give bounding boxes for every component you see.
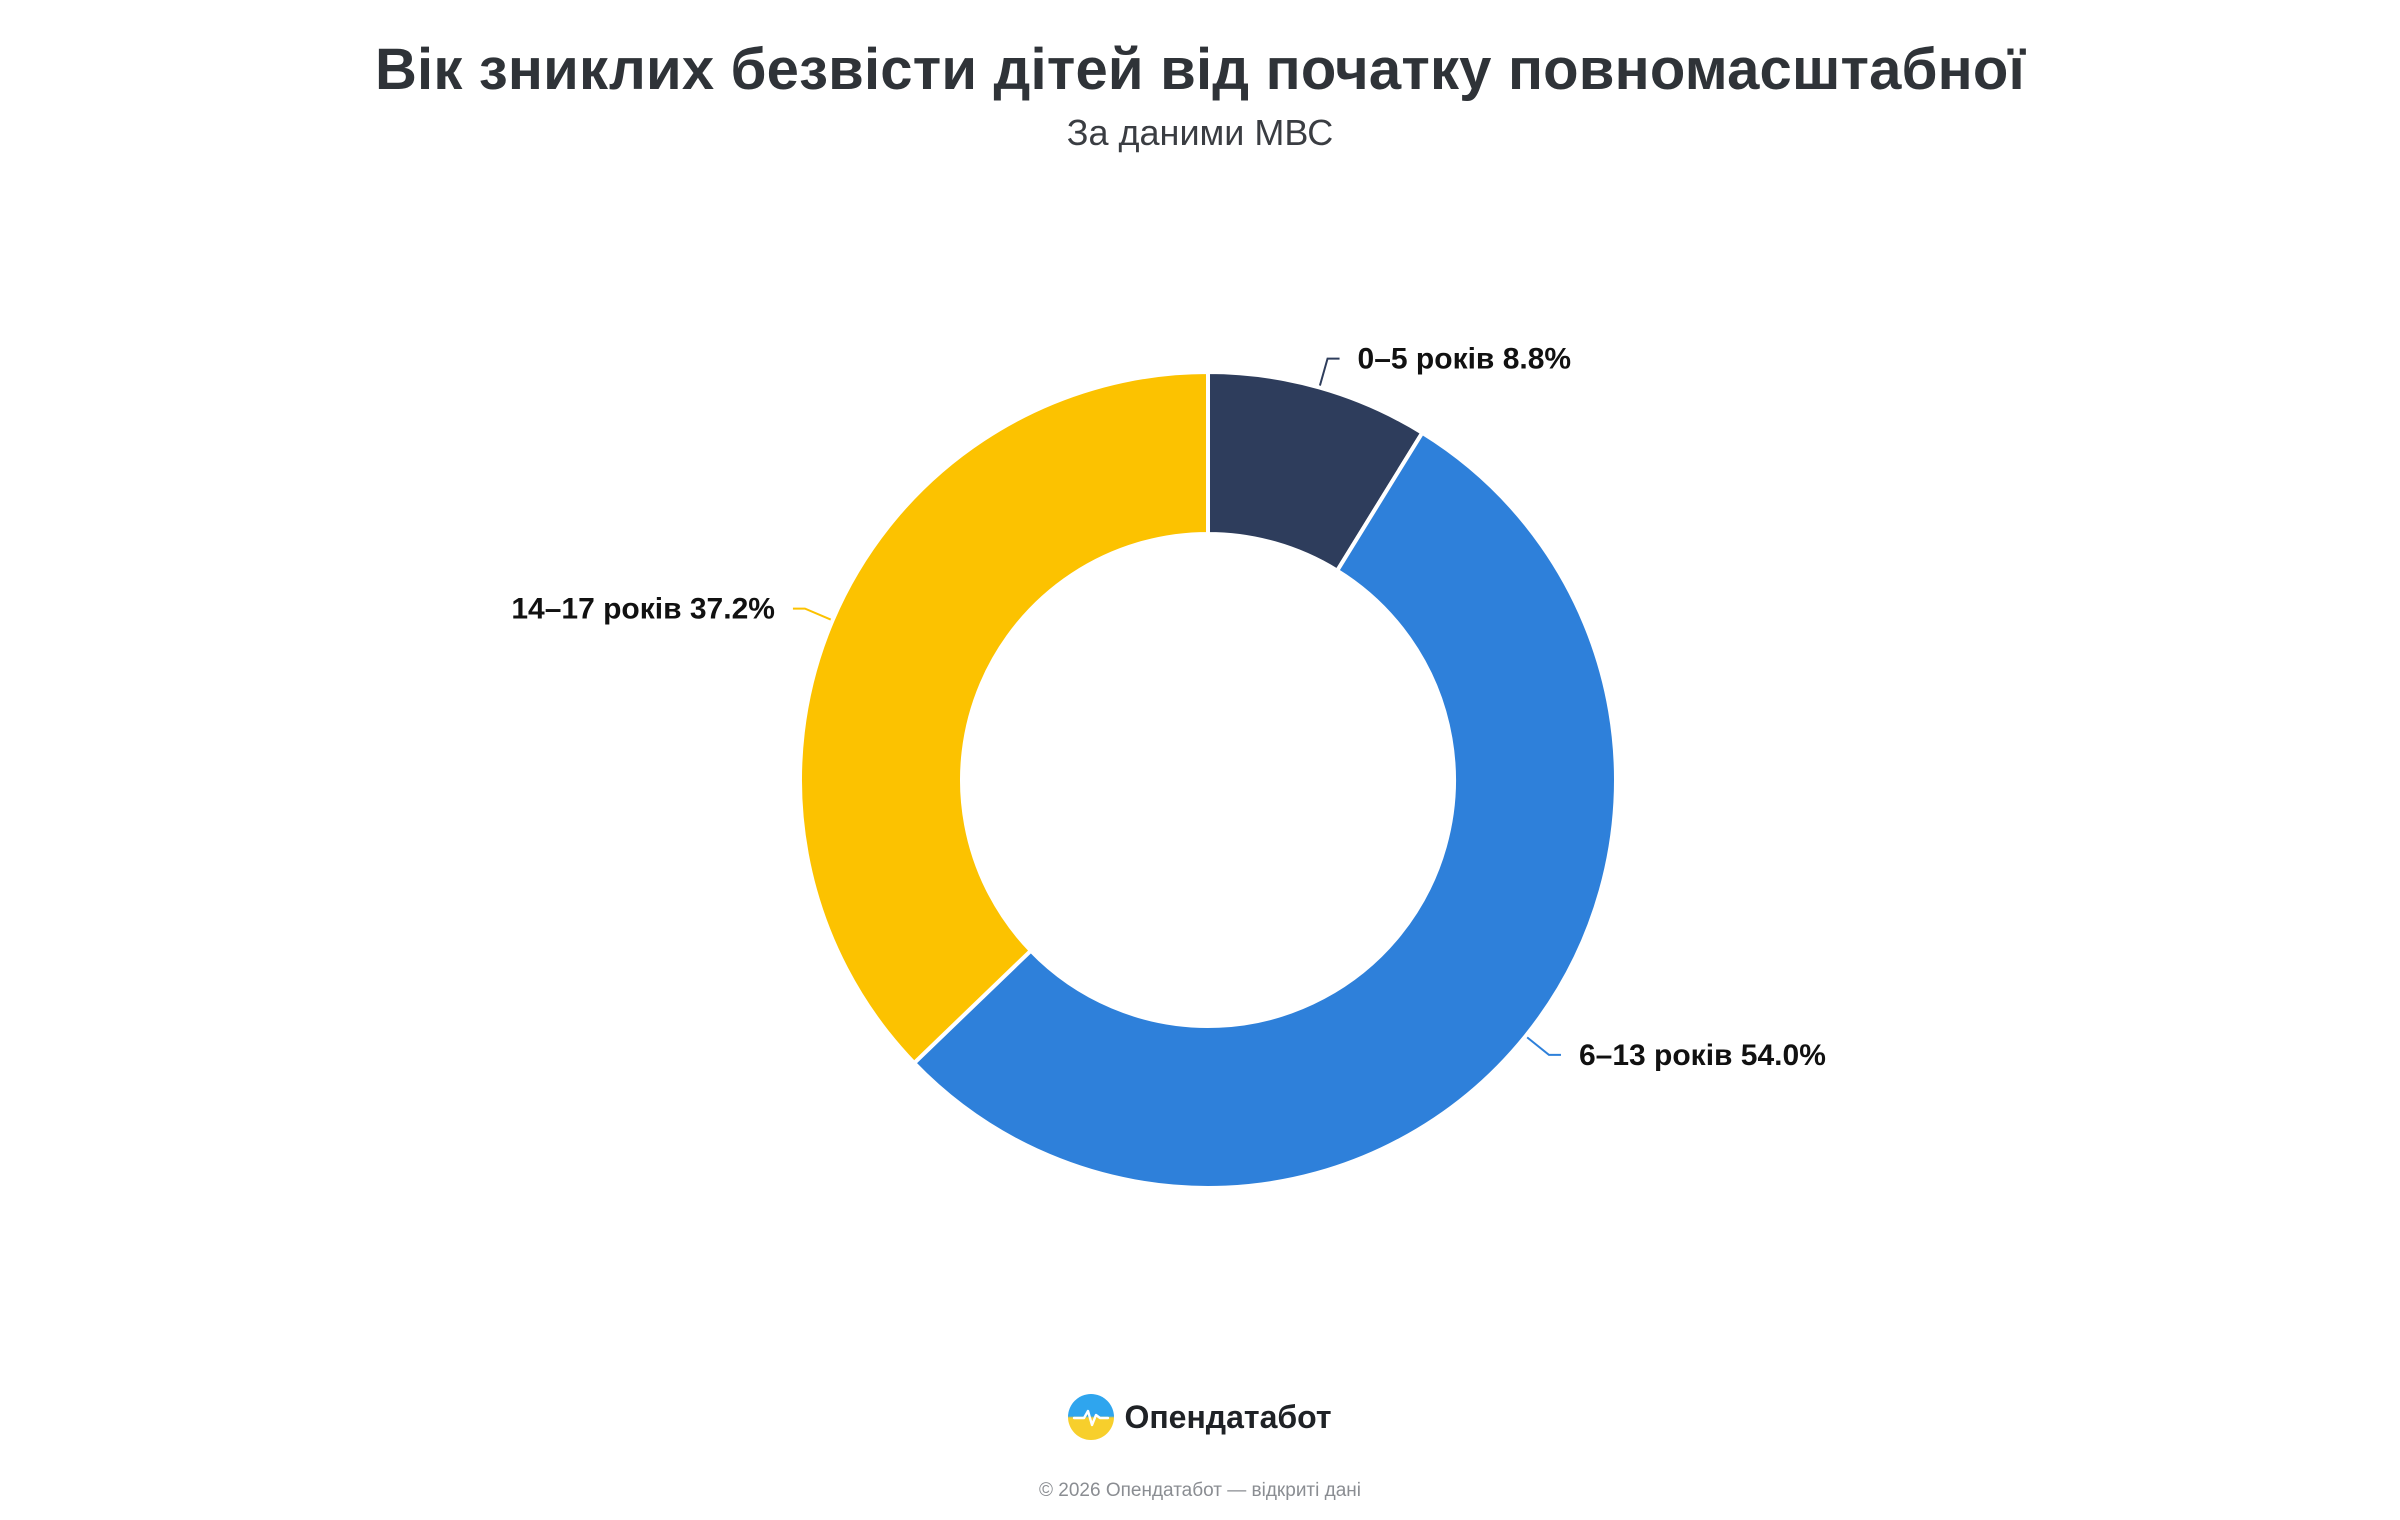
chart-subtitle: За даними МВС xyxy=(1066,112,1334,153)
chart-title: Вік зниклих безвісти дітей від початку п… xyxy=(374,37,2026,102)
copyright-text: © 2026 Опендатабот — відкриті дані xyxy=(1039,1480,1361,1501)
brand-logo: Опендатабот xyxy=(0,1394,2400,1440)
slice-label-0: 0–5 років 8.8% xyxy=(1358,343,1572,376)
opendatabot-logo-icon xyxy=(1068,1394,1115,1440)
slice-label-1: 6–13 років 54.0% xyxy=(1579,1039,1826,1072)
leader-line-1 xyxy=(1526,1036,1561,1056)
donut-slice-1 xyxy=(912,430,1618,1190)
donut-slice-2 xyxy=(798,370,1210,1066)
leader-line-0 xyxy=(1318,357,1340,386)
leader-line-2 xyxy=(792,607,832,621)
brand-name: Опендатабот xyxy=(1124,1398,1332,1435)
slice-label-2: 14–17 років 37.2% xyxy=(511,593,775,626)
